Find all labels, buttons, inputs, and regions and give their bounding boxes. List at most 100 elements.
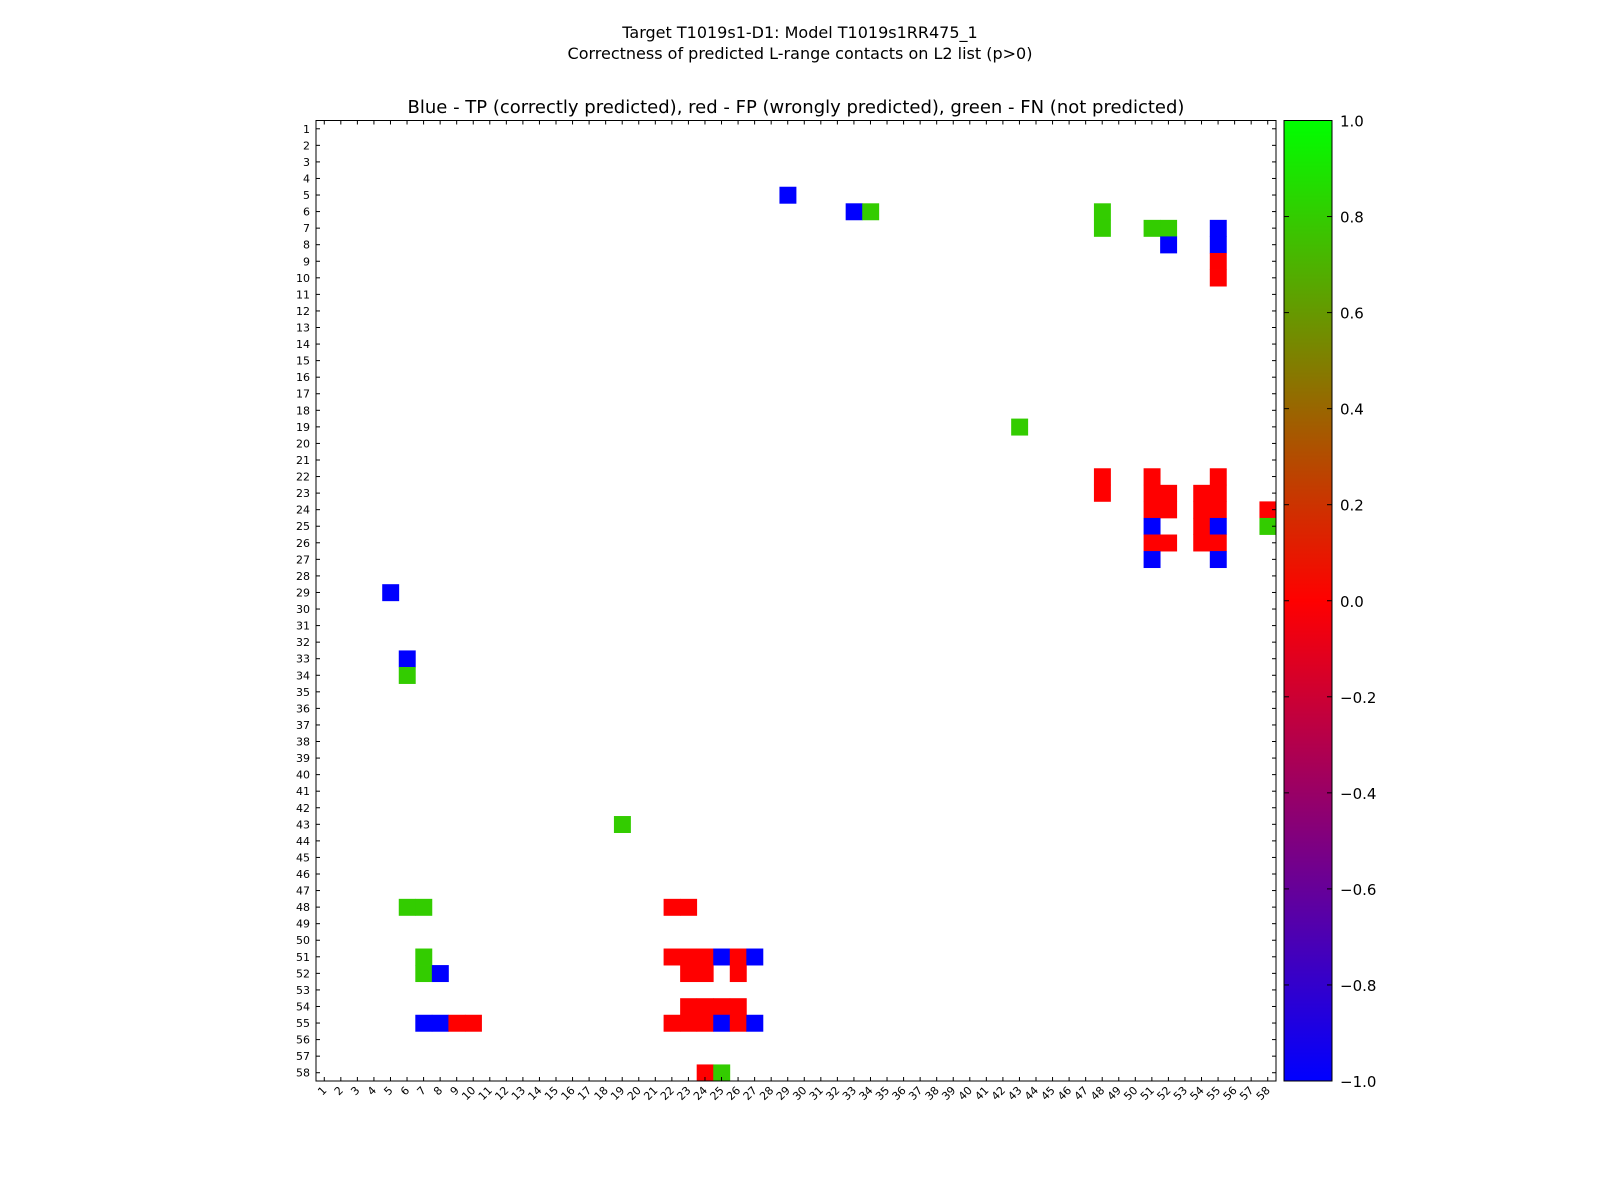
contact-cell-fn bbox=[713, 1064, 731, 1082]
x-tick-label: 3 bbox=[348, 1084, 362, 1098]
y-tick-label: 17 bbox=[296, 388, 310, 401]
y-tick-label: 7 bbox=[303, 222, 310, 235]
colorbar-tick-label: 0.0 bbox=[1340, 593, 1364, 611]
contact-cell-tp bbox=[1209, 551, 1227, 569]
contact-cell-fp bbox=[1209, 501, 1227, 519]
y-tick-label: 8 bbox=[303, 239, 310, 252]
contact-cell-fp bbox=[1143, 468, 1161, 486]
axis-ticks: 1234567891011121314151617181920212223242… bbox=[296, 120, 1276, 1103]
colorbar bbox=[1283, 120, 1333, 1082]
contact-cell-tp bbox=[746, 1014, 764, 1032]
contact-cell-fp bbox=[696, 998, 714, 1016]
y-tick-label: 37 bbox=[296, 719, 310, 732]
y-tick-label: 48 bbox=[296, 901, 310, 914]
x-tick-label: 4 bbox=[365, 1084, 379, 1098]
contact-cell-fn bbox=[1011, 418, 1029, 436]
y-tick-label: 40 bbox=[296, 769, 310, 782]
contact-cell-tp bbox=[1209, 236, 1227, 254]
contact-cell-fp bbox=[680, 998, 698, 1016]
heatmap-cells bbox=[382, 186, 1277, 1082]
contact-cell-tp bbox=[713, 948, 731, 966]
x-tick-label: 9 bbox=[448, 1084, 462, 1098]
contact-cell-fp bbox=[1143, 484, 1161, 502]
contact-cell-fp bbox=[464, 1014, 482, 1032]
y-tick-label: 55 bbox=[296, 1017, 310, 1030]
y-tick-label: 56 bbox=[296, 1034, 310, 1047]
contact-cell-fp bbox=[1193, 484, 1211, 502]
contact-cell-fp bbox=[1143, 534, 1161, 552]
y-tick-label: 31 bbox=[296, 620, 310, 633]
contact-cell-tp bbox=[746, 948, 764, 966]
y-tick-label: 3 bbox=[303, 156, 310, 169]
colorbar-tick-label: −1.0 bbox=[1340, 1073, 1376, 1091]
contact-cell-tp bbox=[845, 203, 863, 221]
y-tick-label: 52 bbox=[296, 967, 310, 980]
contact-cell-fp bbox=[1093, 468, 1111, 486]
y-tick-label: 30 bbox=[296, 603, 310, 616]
contact-cell-fn bbox=[1160, 219, 1178, 237]
contact-cell-fp bbox=[1209, 484, 1227, 502]
x-tick-label: 2 bbox=[332, 1084, 346, 1098]
suptitle-line-2: Correctness of predicted L-range contact… bbox=[568, 44, 1033, 63]
contact-cell-tp bbox=[415, 1014, 433, 1032]
y-tick-label: 41 bbox=[296, 785, 310, 798]
contact-cell-fp bbox=[1160, 501, 1178, 519]
contact-cell-fp bbox=[1209, 252, 1227, 270]
y-tick-label: 58 bbox=[296, 1067, 310, 1080]
contact-cell-fp bbox=[696, 1064, 714, 1082]
y-tick-label: 39 bbox=[296, 752, 310, 765]
y-tick-label: 36 bbox=[296, 702, 310, 715]
colorbar-ticks: 1.0 0.8 0.6 0.4 0.2 0.0 −0.2 −0.4 −0.6 −0.8 −1.0 bbox=[1284, 113, 1376, 1091]
contact-cell-fp bbox=[696, 948, 714, 966]
contact-cell-fp bbox=[696, 1014, 714, 1032]
contact-cell-fn bbox=[1093, 219, 1111, 237]
contact-cell-fn bbox=[862, 203, 880, 221]
colorbar-tick-label: −0.8 bbox=[1340, 977, 1376, 995]
colorbar-tick-label: −0.2 bbox=[1340, 689, 1376, 707]
contact-cell-fp bbox=[1093, 484, 1111, 502]
y-tick-label: 21 bbox=[296, 454, 310, 467]
contact-cell-fp bbox=[1193, 534, 1211, 552]
contact-cell-fp bbox=[1143, 501, 1161, 519]
plot-area-frame bbox=[315, 120, 1277, 1082]
contact-cell-fp bbox=[1209, 269, 1227, 287]
y-tick-label: 11 bbox=[296, 288, 310, 301]
x-tick-label: 7 bbox=[415, 1084, 429, 1098]
contact-cell-tp bbox=[398, 650, 416, 668]
y-tick-label: 9 bbox=[303, 255, 310, 268]
y-tick-label: 43 bbox=[296, 818, 310, 831]
x-tick-label: 5 bbox=[381, 1084, 395, 1098]
contact-cell-fp bbox=[448, 1014, 466, 1032]
y-tick-label: 4 bbox=[303, 172, 310, 185]
y-tick-label: 49 bbox=[296, 918, 310, 931]
contact-cell-fp bbox=[1193, 501, 1211, 519]
contact-cell-fp bbox=[680, 965, 698, 983]
contact-cell-fp bbox=[729, 1014, 747, 1032]
y-tick-label: 27 bbox=[296, 553, 310, 566]
x-tick-label: 58 bbox=[1254, 1084, 1273, 1103]
contact-cell-tp bbox=[1160, 236, 1178, 254]
contact-cell-fp bbox=[1160, 534, 1178, 552]
y-tick-label: 46 bbox=[296, 868, 310, 881]
contact-cell-fp bbox=[1209, 534, 1227, 552]
y-tick-label: 25 bbox=[296, 520, 310, 533]
x-tick-label: 6 bbox=[398, 1084, 412, 1098]
y-tick-label: 2 bbox=[303, 139, 310, 152]
contact-cell-tp bbox=[1143, 551, 1161, 569]
y-tick-label: 45 bbox=[296, 851, 310, 864]
colorbar-tick-label: −0.6 bbox=[1340, 881, 1376, 899]
contact-cell-tp bbox=[431, 965, 449, 983]
colorbar-tick-label: 0.6 bbox=[1340, 305, 1364, 323]
contact-cell-tp bbox=[779, 186, 797, 204]
contact-cell-fp bbox=[1193, 517, 1211, 535]
contact-cell-fn bbox=[613, 816, 631, 833]
colorbar-tick-label: 0.4 bbox=[1340, 401, 1364, 419]
contact-cell-fp bbox=[1160, 484, 1178, 502]
contact-cell-fp bbox=[696, 965, 714, 983]
y-tick-label: 57 bbox=[296, 1050, 310, 1063]
contact-cell-tp bbox=[382, 584, 400, 602]
contact-cell-tp bbox=[431, 1014, 449, 1032]
contact-cell-tp bbox=[1209, 517, 1227, 535]
contact-cell-fn bbox=[1093, 203, 1111, 221]
